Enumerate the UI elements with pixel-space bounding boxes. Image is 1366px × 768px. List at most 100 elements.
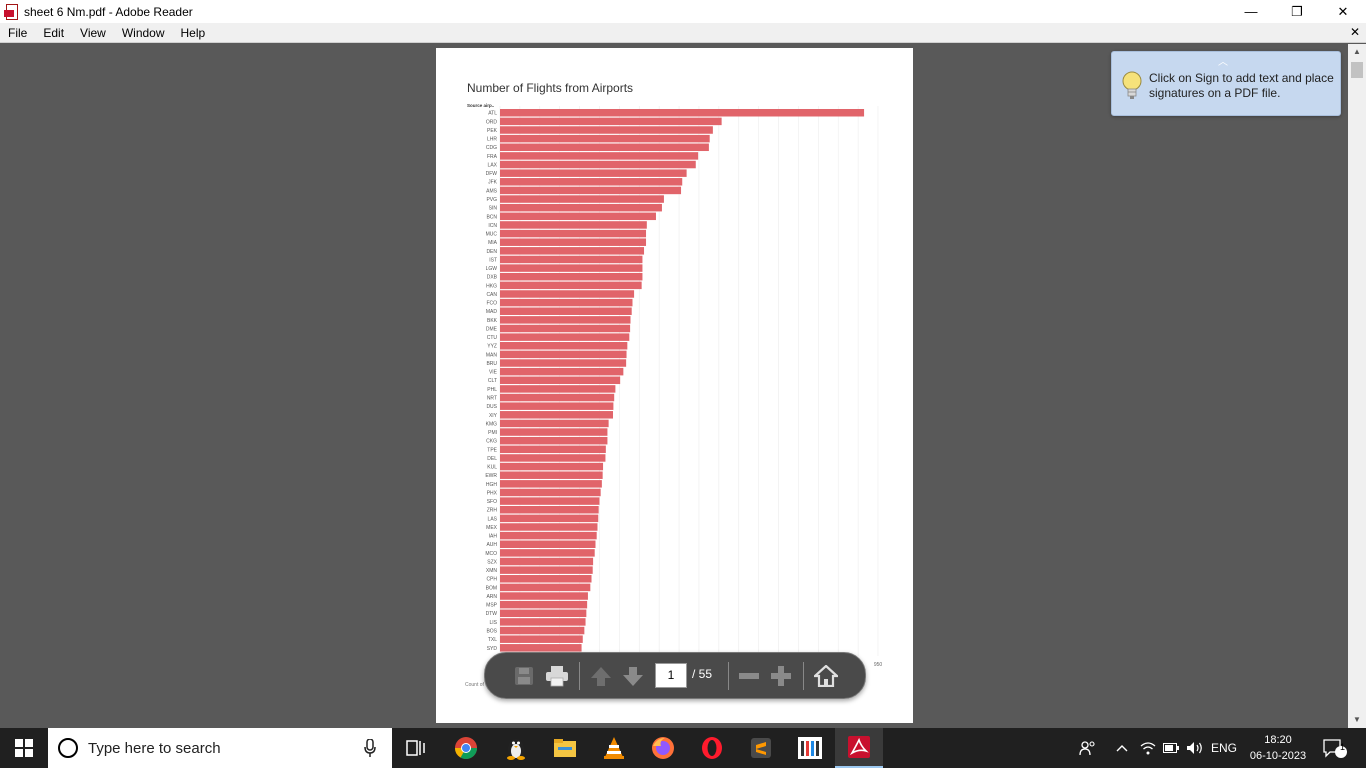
category-label: SZX (487, 559, 497, 565)
windows-start-icon[interactable] (0, 728, 48, 768)
task-view-icon[interactable] (392, 728, 440, 768)
sign-tip-popup[interactable]: ︿ Click on Sign to add text and place si… (1111, 51, 1341, 116)
bar-cph (500, 575, 592, 583)
bar-las (500, 514, 599, 523)
bar-yyz (500, 342, 628, 350)
bar-dfw (500, 169, 687, 177)
volume-icon[interactable] (1184, 728, 1206, 768)
print-icon[interactable] (542, 662, 572, 690)
restore-button[interactable]: ❐ (1291, 3, 1303, 19)
category-label: XMN (486, 568, 498, 574)
language-indicator[interactable]: ENG (1210, 741, 1237, 755)
category-label: KUL (487, 465, 497, 471)
battery-icon[interactable] (1161, 728, 1181, 768)
previous-page-arrow-icon[interactable] (586, 662, 616, 690)
category-label: EWR (485, 473, 497, 479)
home-icon[interactable] (811, 662, 841, 690)
category-label: ZRH (487, 508, 498, 514)
zoom-in-icon[interactable] (766, 662, 796, 690)
wifi-icon[interactable] (1138, 728, 1158, 768)
category-label: IST (489, 257, 497, 263)
document-close-button[interactable]: ✕ (1349, 25, 1360, 39)
microphone-icon[interactable] (364, 739, 376, 757)
vertical-scrollbar[interactable]: ▲ ▼ (1348, 44, 1366, 728)
menu-window[interactable]: Window (121, 25, 165, 40)
next-page-arrow-icon[interactable] (618, 662, 648, 690)
opera-icon[interactable] (688, 728, 736, 768)
category-label: DUS (486, 404, 497, 410)
bar-sin (500, 203, 662, 212)
bar-mad (500, 307, 632, 315)
bar-mia (500, 238, 647, 246)
menu-view[interactable]: View (80, 25, 106, 40)
adobe-reader-taskbar-icon[interactable] (835, 728, 883, 768)
linux-penguin-icon[interactable] (492, 728, 540, 768)
bar-cdg (500, 143, 709, 152)
save-icon[interactable] (509, 662, 539, 690)
pdf-page: Number of Flights from Airports Source a… (436, 48, 913, 723)
taskbar: Type here to search ENG (0, 728, 1366, 768)
taskbar-search-box[interactable]: Type here to search (48, 728, 392, 768)
bar-ist (500, 255, 643, 264)
category-label: IAH (489, 534, 498, 540)
bar-syd (500, 644, 582, 652)
bar-fco (500, 298, 633, 307)
scroll-down-arrow-icon[interactable]: ▼ (1353, 715, 1361, 724)
bar-ctu (500, 333, 630, 341)
people-icon[interactable] (1076, 728, 1100, 768)
category-label: LAS (488, 516, 498, 522)
menu-edit[interactable]: Edit (43, 25, 65, 40)
bar-kul (500, 462, 604, 471)
bar-jfk (500, 178, 683, 186)
chrome-icon[interactable] (442, 728, 490, 768)
chevron-up-icon[interactable]: ︿ (1218, 57, 1228, 68)
clock[interactable]: 18:20 06-10-2023 (1248, 732, 1308, 764)
file-explorer-icon[interactable] (541, 728, 589, 768)
category-label: MSP (486, 603, 498, 609)
bar-iah (500, 531, 597, 540)
category-label: PHX (487, 490, 498, 496)
category-label: CDG (486, 145, 497, 151)
bar-nrt (500, 393, 615, 402)
ms-app-icon[interactable] (786, 728, 834, 768)
category-label: HGH (486, 482, 498, 488)
category-label: LIS (489, 620, 497, 626)
firefox-icon[interactable] (639, 728, 687, 768)
category-label: TXL (488, 637, 497, 643)
search-placeholder: Type here to search (88, 739, 221, 757)
menu-file[interactable]: File (8, 25, 28, 40)
page-number-input[interactable]: 1 (655, 663, 687, 688)
category-label: DME (486, 326, 498, 332)
clock-date: 06-10-2023 (1249, 750, 1307, 762)
search-icon (58, 738, 78, 758)
bar-bcn (500, 212, 656, 221)
category-label: ARN (486, 594, 497, 600)
floating-toolbar: 1 / 55 (484, 652, 866, 699)
bar-dme (500, 324, 631, 333)
category-label: PEK (487, 128, 498, 134)
sublime-text-icon[interactable] (737, 728, 785, 768)
bar-sfo (500, 497, 600, 505)
notification-center-icon[interactable]: 1 (1318, 728, 1352, 768)
page-total: / 55 (692, 667, 713, 681)
category-label: CTU (487, 335, 498, 341)
menu-help[interactable]: Help (180, 25, 206, 40)
bar-atl (500, 109, 865, 117)
scroll-thumb[interactable] (1351, 62, 1363, 78)
x-tick-label: 950 (874, 662, 883, 668)
category-label: BKK (487, 318, 498, 324)
adobe-reader-icon (4, 3, 20, 20)
zoom-out-icon[interactable] (734, 662, 764, 690)
minimize-button[interactable]: — (1244, 4, 1258, 19)
vlc-icon[interactable] (590, 728, 638, 768)
bar-muc (500, 229, 647, 238)
category-label: CKG (486, 439, 497, 445)
document-area[interactable]: Number of Flights from Airports Source a… (0, 44, 1348, 728)
scroll-up-arrow-icon[interactable]: ▲ (1353, 47, 1361, 56)
close-button[interactable]: ✕ (1337, 3, 1349, 19)
bar-del (500, 454, 606, 462)
bar-hkg (500, 281, 642, 290)
chevron-up-tray-icon[interactable] (1112, 728, 1132, 768)
category-label: BCN (486, 214, 497, 220)
bar-pek (500, 126, 713, 134)
